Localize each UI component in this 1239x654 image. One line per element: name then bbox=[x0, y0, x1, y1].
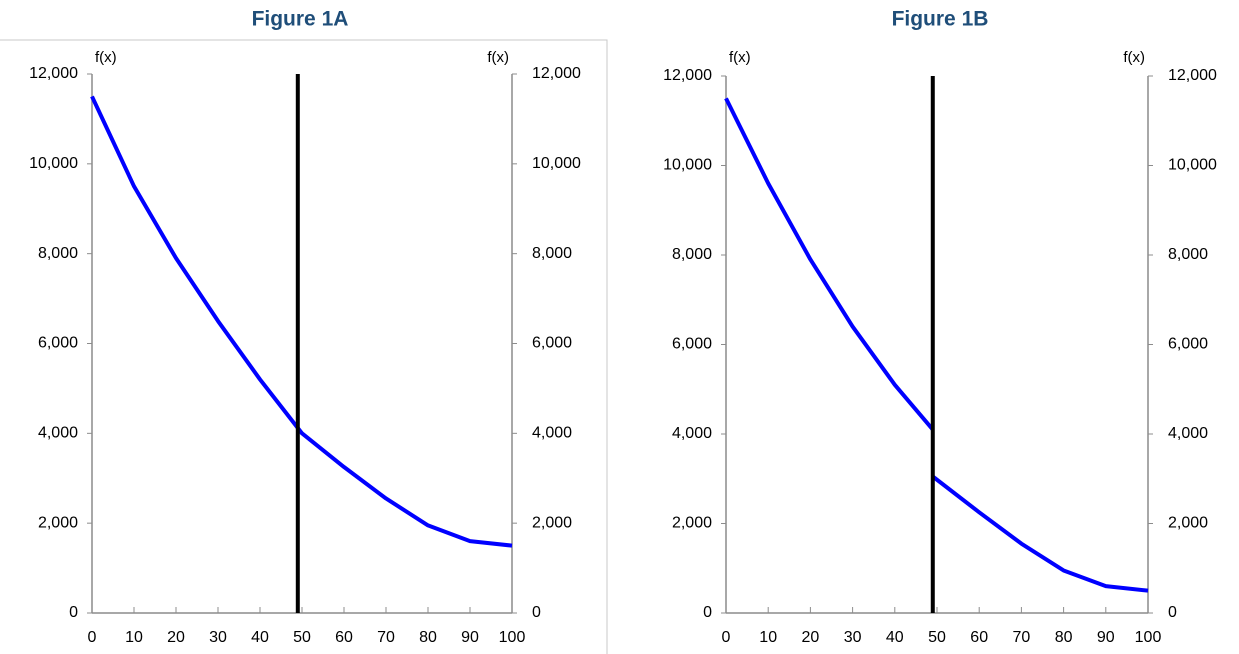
x-tick-label: 30 bbox=[209, 629, 227, 646]
y-tick-label: 2,000 bbox=[38, 514, 78, 531]
x-tick-label: 30 bbox=[844, 629, 862, 646]
x-tick-label: 100 bbox=[1135, 629, 1162, 646]
x-tick-label: 60 bbox=[335, 629, 353, 646]
y-tick-label: 8,000 bbox=[38, 245, 78, 262]
x-tick-label: 20 bbox=[167, 629, 185, 646]
y2-tick-label: 8,000 bbox=[1168, 246, 1208, 263]
y2-tick-label: 12,000 bbox=[532, 65, 581, 82]
x-tick-label: 40 bbox=[886, 629, 904, 646]
y-tick-label: 2,000 bbox=[672, 515, 712, 532]
chart-title: Figure 1A bbox=[252, 8, 349, 31]
x-tick-label: 90 bbox=[1097, 629, 1115, 646]
x-tick-label: 60 bbox=[970, 629, 988, 646]
y2-axis-label: f(x) bbox=[1123, 49, 1145, 66]
y-tick-label: 6,000 bbox=[38, 335, 78, 352]
x-tick-label: 40 bbox=[251, 629, 269, 646]
chart-frame bbox=[0, 39, 608, 654]
y2-tick-label: 10,000 bbox=[1168, 157, 1217, 174]
x-tick-label: 10 bbox=[125, 629, 143, 646]
x-tick-label: 20 bbox=[802, 629, 820, 646]
y-tick-label: 12,000 bbox=[29, 65, 78, 82]
x-tick-label: 50 bbox=[928, 629, 946, 646]
y2-tick-label: 4,000 bbox=[1168, 425, 1208, 442]
y-tick-label: 4,000 bbox=[38, 425, 78, 442]
y2-tick-label: 2,000 bbox=[1168, 515, 1208, 532]
x-tick-label: 10 bbox=[759, 629, 777, 646]
x-tick-label: 80 bbox=[419, 629, 437, 646]
y-tick-label: 10,000 bbox=[663, 157, 712, 174]
y2-tick-label: 12,000 bbox=[1168, 67, 1217, 84]
x-tick-label: 50 bbox=[293, 629, 311, 646]
y-tick-label: 4,000 bbox=[672, 425, 712, 442]
y-tick-label: 10,000 bbox=[29, 155, 78, 172]
data-line bbox=[90, 95, 513, 548]
chart-title: Figure 1B bbox=[892, 8, 989, 31]
y2-tick-label: 10,000 bbox=[532, 155, 581, 172]
y2-tick-label: 6,000 bbox=[532, 335, 572, 352]
x-tick-label: 0 bbox=[722, 629, 731, 646]
x-tick-label: 0 bbox=[88, 629, 97, 646]
y-tick-label: 8,000 bbox=[672, 246, 712, 263]
y2-tick-label: 8,000 bbox=[532, 245, 572, 262]
x-tick-label: 80 bbox=[1055, 629, 1073, 646]
y-axis-label: f(x) bbox=[95, 49, 117, 66]
y2-tick-label: 6,000 bbox=[1168, 336, 1208, 353]
x-tick-label: 100 bbox=[499, 629, 526, 646]
y-axis-label: f(x) bbox=[729, 49, 751, 66]
y-tick-label: 0 bbox=[69, 604, 78, 621]
y2-tick-label: 0 bbox=[532, 604, 541, 621]
y-tick-label: 0 bbox=[703, 604, 712, 621]
x-tick-label: 70 bbox=[377, 629, 395, 646]
x-tick-label: 90 bbox=[461, 629, 479, 646]
y2-tick-label: 2,000 bbox=[532, 514, 572, 531]
y-tick-label: 12,000 bbox=[663, 67, 712, 84]
y2-tick-label: 0 bbox=[1168, 604, 1177, 621]
data-line bbox=[724, 97, 1149, 593]
x-tick-label: 70 bbox=[1013, 629, 1031, 646]
y-tick-label: 6,000 bbox=[672, 336, 712, 353]
y2-axis-label: f(x) bbox=[487, 49, 509, 66]
y2-tick-label: 4,000 bbox=[532, 425, 572, 442]
